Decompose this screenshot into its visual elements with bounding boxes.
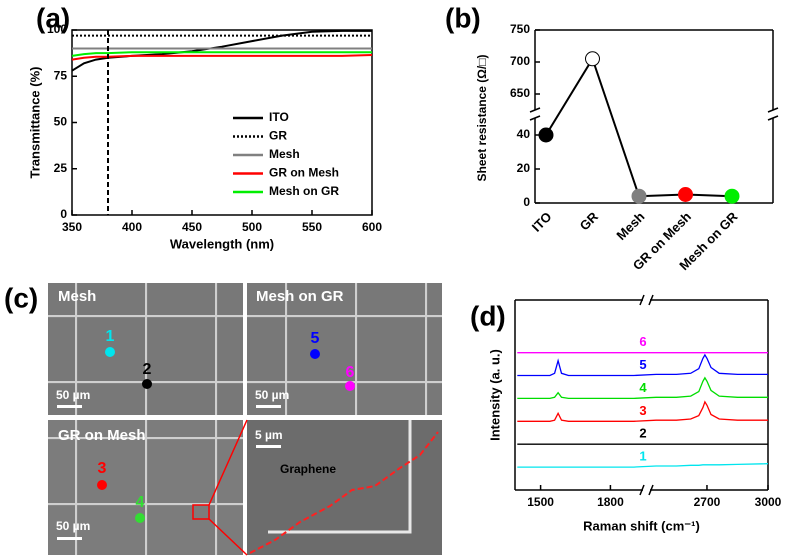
y-axis-title: Sheet resistance (Ω/□): [475, 55, 489, 182]
scale-bar: [57, 405, 82, 408]
legend-label: GR: [269, 129, 287, 143]
y-tick-label: 700: [510, 54, 530, 68]
axis-break: [639, 484, 645, 496]
series-line: [71, 51, 372, 57]
graphene-edge: [249, 431, 439, 554]
mesh-edge: [268, 420, 412, 534]
y-tick-label: 20: [517, 161, 531, 175]
series-label: 3: [639, 403, 646, 418]
y-tick-label: 0: [523, 195, 530, 209]
x-tick-label: Mesh: [613, 209, 647, 243]
spot: [310, 349, 320, 359]
x-tick-label: 600: [362, 220, 382, 234]
panel-label: (b): [445, 2, 481, 33]
x-axis-title: Wavelength (nm): [170, 236, 274, 251]
inset-label: Graphene: [280, 462, 336, 476]
y-axis-title: Transmittance (%): [27, 67, 42, 179]
y-tick-label: 650: [510, 86, 530, 100]
spot: [105, 347, 115, 357]
spot-label: 1: [106, 328, 115, 345]
spot-label: 5: [311, 330, 320, 347]
axis-break: [767, 115, 779, 121]
legend-label: Mesh on GR: [269, 184, 339, 198]
y-tick-label: 100: [47, 22, 67, 36]
spot: [97, 480, 107, 490]
spot-label: 3: [98, 460, 107, 477]
point: [538, 127, 554, 143]
legend-label: Mesh: [269, 147, 300, 161]
spot-label: 4: [136, 494, 145, 511]
y-tick-label: 50: [54, 115, 68, 129]
sem-panel: Mesh Mesh on GR GR on Mesh 50 µm 50 µm 5…: [48, 283, 442, 556]
panel-label: (a): [36, 2, 70, 33]
sem-image: [247, 283, 442, 415]
series-line: [517, 376, 768, 400]
scale-bar-label: 50 µm: [56, 388, 90, 402]
series-line: [517, 353, 768, 377]
legend-label: GR on Mesh: [269, 166, 339, 180]
spot: [345, 381, 355, 391]
spot-label: 6: [346, 364, 355, 381]
scale-bar: [57, 537, 82, 540]
axis-break: [767, 107, 779, 113]
legend-label: ITO: [269, 110, 289, 124]
panel-label: (c): [4, 282, 38, 313]
spot: [135, 513, 145, 523]
axis-break: [529, 115, 541, 121]
sem-title: Mesh on GR: [256, 288, 344, 305]
y-tick-label: 40: [517, 127, 531, 141]
x-tick-label: 3000: [755, 495, 782, 509]
x-tick-label: 550: [302, 220, 322, 234]
spot-label: 2: [143, 361, 152, 378]
point: [631, 188, 647, 204]
point: [724, 188, 740, 204]
spot: [142, 379, 152, 389]
y-tick-label: 750: [510, 22, 530, 36]
scale-bar-label: 50 µm: [56, 519, 90, 533]
series-label: 2: [639, 426, 646, 441]
x-tick-label: ITO: [529, 209, 555, 235]
sem-title: Mesh: [58, 288, 96, 305]
x-axis-title: Raman shift (cm⁻¹): [583, 518, 700, 533]
scale-bar-label: 50 µm: [255, 388, 289, 402]
zoom-line: [208, 419, 248, 556]
point: [585, 51, 600, 67]
scale-bar: [256, 445, 281, 448]
series-label: 5: [639, 357, 646, 372]
y-tick-label: 75: [54, 68, 68, 82]
series-line: [71, 29, 372, 72]
series-label: 4: [639, 380, 647, 395]
axis-break: [648, 294, 654, 306]
panel-label: (d): [470, 300, 506, 331]
scale-bar: [256, 405, 281, 408]
series-line: [71, 54, 373, 61]
y-axis-title: Intensity (a. u.): [487, 349, 502, 441]
series-label: 6: [639, 334, 646, 349]
x-tick-label: 1500: [527, 495, 554, 509]
scale-bar-label: 5 µm: [255, 428, 283, 442]
x-tick-label: 350: [62, 220, 82, 234]
sem-image: [48, 420, 243, 555]
x-tick-label: 450: [182, 220, 202, 234]
y-tick-label: 25: [54, 161, 68, 175]
axis-break: [648, 484, 654, 496]
x-tick-label: GR: [577, 209, 602, 234]
axis-break: [639, 294, 645, 306]
zoom-box: [192, 504, 210, 520]
x-tick-label: 400: [122, 220, 142, 234]
series-line: [545, 56, 733, 198]
x-tick-label: 2700: [694, 495, 721, 509]
x-tick-label: 1800: [597, 495, 624, 509]
sem-image: [48, 283, 243, 415]
series-line: [517, 400, 768, 422]
series-label: 1: [639, 449, 646, 464]
axis-break: [529, 107, 541, 113]
y-tick-label: 0: [60, 207, 67, 221]
series-line: [517, 463, 769, 468]
sem-title: GR on Mesh: [58, 427, 146, 444]
x-tick-label: 500: [242, 220, 262, 234]
point: [678, 187, 693, 202]
